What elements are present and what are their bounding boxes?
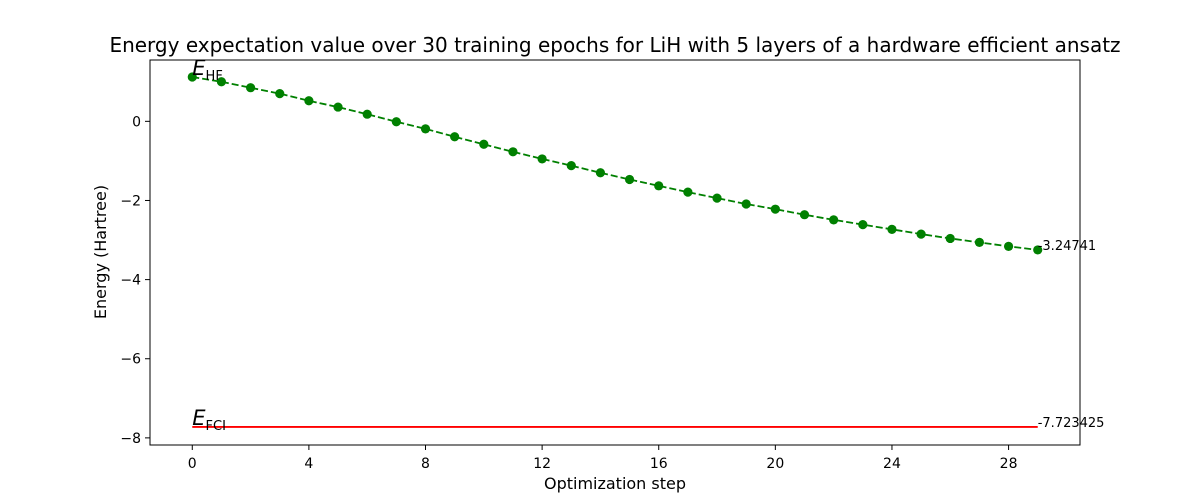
series-energy-point: [625, 175, 634, 184]
plot-area: [150, 60, 1080, 445]
y-tick-label: −2: [120, 193, 141, 209]
series-energy-point: [712, 193, 721, 202]
x-tick-label: 28: [1000, 456, 1018, 472]
series-energy-point: [596, 168, 605, 177]
series-energy-point: [742, 199, 751, 208]
series-energy-point: [567, 161, 576, 170]
x-axis-label: Optimization step: [544, 474, 686, 493]
series-energy-point: [887, 225, 896, 234]
series-energy-point: [771, 205, 780, 214]
series-energy-point: [654, 181, 663, 190]
x-tick-label: 16: [650, 456, 668, 472]
x-tick-label: 0: [188, 456, 197, 472]
y-tick-label: 0: [132, 114, 141, 130]
final-energy-value: -3.24741: [1038, 239, 1096, 254]
series-energy-point: [246, 83, 255, 92]
series-energy-point: [450, 132, 459, 141]
y-axis-ticks: 0 −2 −4 −6 −8: [120, 114, 150, 447]
y-axis-label: Energy (Hartree): [91, 185, 110, 319]
series-energy-point: [858, 220, 867, 229]
series-energy-point: [829, 215, 838, 224]
series-energy-point: [275, 89, 284, 98]
series-energy-point: [421, 124, 430, 133]
series-energy-point: [975, 238, 984, 247]
y-tick-label: −8: [120, 431, 141, 447]
series-energy-point: [333, 102, 342, 111]
chart-title: Energy expectation value over 30 trainin…: [109, 33, 1120, 57]
x-tick-label: 4: [304, 456, 313, 472]
series-energy-point: [304, 96, 313, 105]
x-tick-label: 24: [883, 456, 901, 472]
series-energy-point: [392, 117, 401, 126]
x-tick-label: 8: [421, 456, 430, 472]
y-tick-label: −4: [120, 273, 141, 289]
series-energy-point: [538, 154, 547, 163]
series-energy-point: [683, 188, 692, 197]
series-energy-point: [946, 234, 955, 243]
fci-energy-value: -7.723425: [1038, 416, 1105, 431]
series-energy-point: [479, 140, 488, 149]
x-tick-label: 12: [533, 456, 551, 472]
series-energy-point: [1004, 242, 1013, 251]
y-tick-label: −6: [120, 352, 141, 368]
series-energy-point: [917, 230, 926, 239]
x-axis-ticks: 0 4 8 12 16 20 24 28: [188, 445, 1018, 472]
series-energy-point: [800, 210, 809, 219]
x-tick-label: 20: [766, 456, 784, 472]
series-energy-point: [508, 147, 517, 156]
series-energy-point: [363, 110, 372, 119]
